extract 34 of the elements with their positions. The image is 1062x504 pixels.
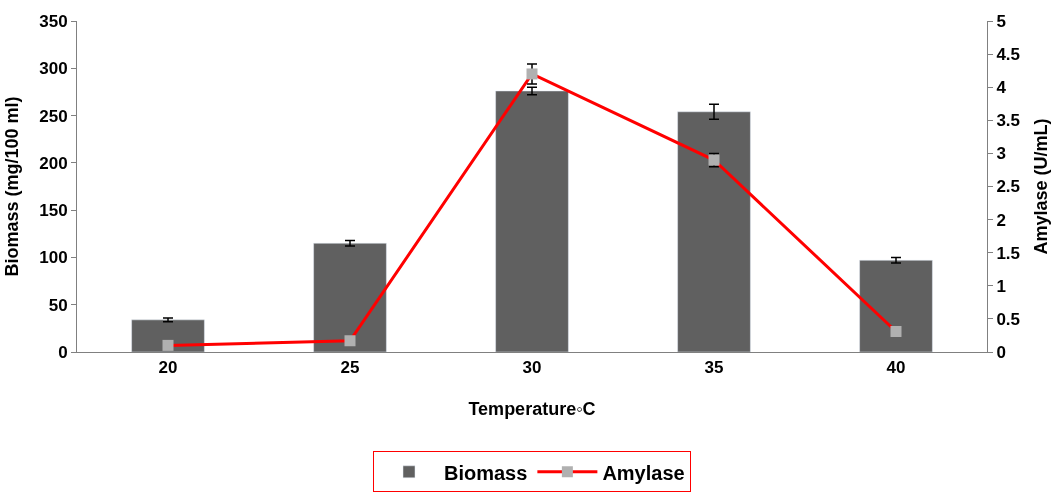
y-tick-label: 0 [58,342,68,362]
x-tick-label: 20 [158,358,178,378]
bar [677,111,751,352]
y2-tick-label: 4.5 [996,45,1021,65]
y2-tick-label: 1.5 [996,243,1021,263]
y-tick-label: 250 [39,106,68,126]
x-tick-label: 25 [340,358,360,378]
x-tick-label: 35 [704,358,724,378]
y-tick-label: 300 [39,59,68,79]
y-tick-label: 50 [48,295,68,315]
legend-label: Biomass [444,461,528,484]
bar [313,242,387,352]
y2-tick-label: 0.5 [996,309,1021,329]
bar [495,90,569,352]
x-tick-label: 40 [886,358,906,378]
y-tick-label: 150 [39,201,68,221]
y2-tick-label: 2.5 [996,177,1021,197]
y2-tick-label: 0 [996,342,1006,362]
y2-tick-label: 4 [996,78,1007,98]
bar [131,319,205,352]
bar [859,260,933,352]
y-tick-label: 200 [39,153,68,173]
y2-tick-label: 1 [996,276,1006,296]
x-tick-label: 30 [522,358,542,378]
legend-label: Amylase [602,461,685,484]
y2-tick-label: 5 [996,11,1006,31]
y-tick-label: 350 [39,11,68,31]
y-tick-label: 100 [39,248,68,268]
x-axis-title: Temperature◦C [468,398,596,419]
y2-tick-label: 3.5 [996,111,1021,131]
y2-tick-label: 3 [996,144,1006,164]
y2-tick-label: 2 [996,210,1006,230]
y-axis-title: Biomass (mg/100 ml) [2,96,23,277]
y2-axis-title: Amylase (U/mL) [1031,118,1052,255]
